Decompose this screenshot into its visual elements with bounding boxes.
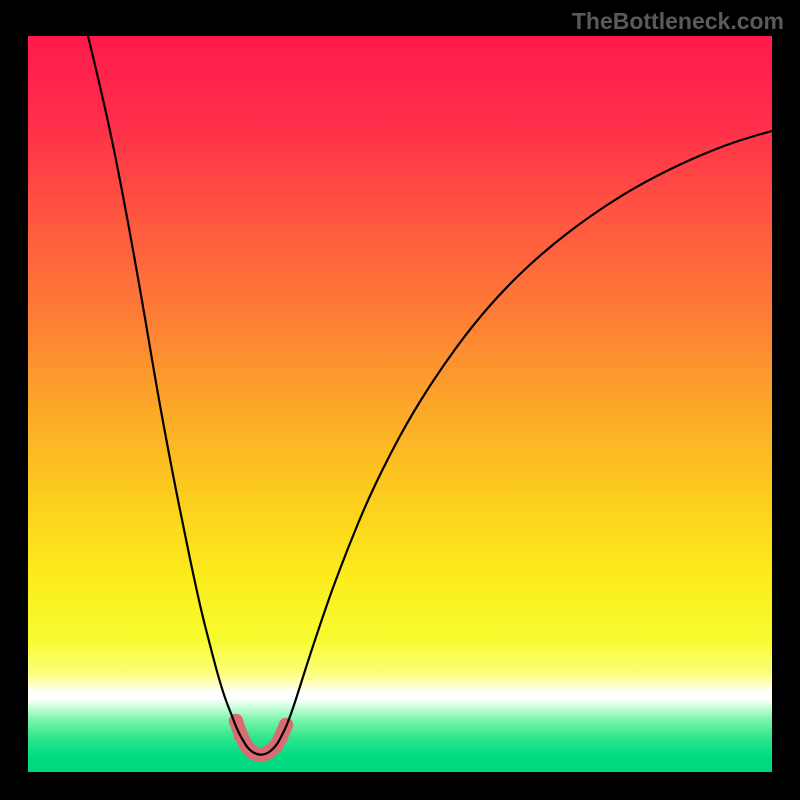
- gradient-background: [28, 36, 772, 772]
- watermark-text: TheBottleneck.com: [572, 8, 784, 35]
- chart-frame: TheBottleneck.com: [0, 0, 800, 800]
- bottleneck-chart: [0, 0, 800, 800]
